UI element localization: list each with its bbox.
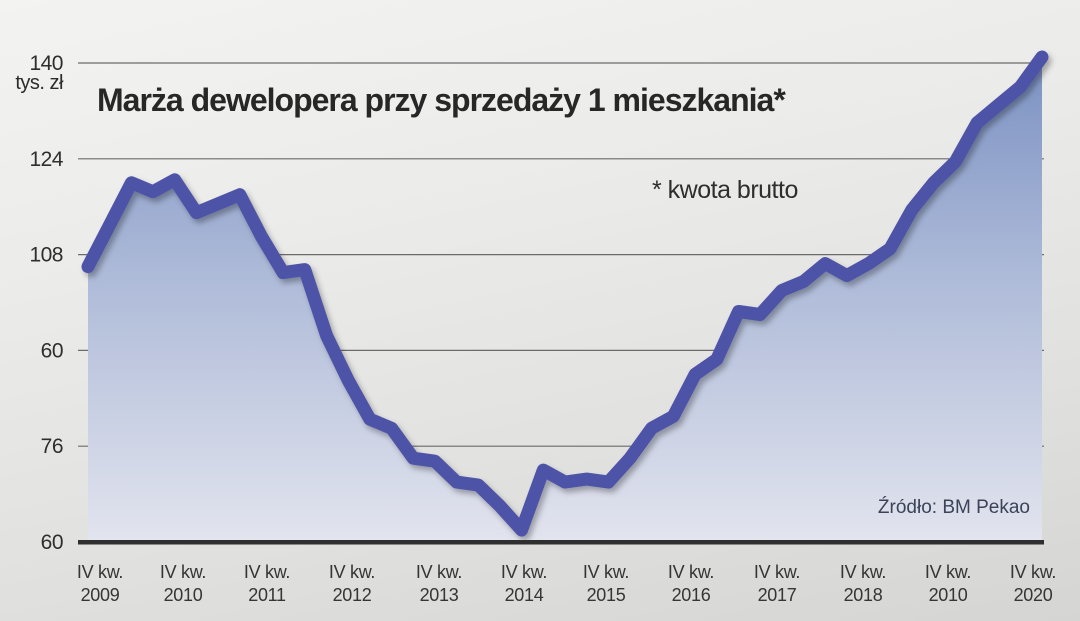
y-tick-label: 60	[41, 531, 63, 554]
x-tick-label: IV kw.	[1010, 562, 1056, 582]
x-tick-label: 2010	[929, 585, 968, 605]
x-tick-label: 2009	[81, 585, 120, 605]
x-tick-label: IV kw.	[329, 562, 375, 582]
x-tick-label: IV kw.	[416, 562, 462, 582]
x-axis-line	[78, 540, 1044, 545]
y-tick-label: 124	[29, 148, 63, 171]
x-tick-label: 2014	[505, 585, 544, 605]
y-tick-label: 60	[41, 339, 63, 362]
x-tick-label: IV kw.	[583, 562, 629, 582]
x-tick-label: 2013	[420, 585, 459, 605]
y-tick-label: 76	[41, 435, 63, 458]
x-tick-label: IV kw.	[668, 562, 714, 582]
chart-footnote: * kwota brutto	[652, 176, 798, 204]
x-tick-label: 2020	[1014, 585, 1053, 605]
y-axis-unit-label: tys. zł	[15, 72, 63, 94]
x-tick-label: 2010	[164, 585, 203, 605]
area-fill	[88, 57, 1042, 542]
y-tick-label: 140	[29, 52, 63, 75]
x-tick-label: IV kw.	[160, 562, 206, 582]
x-tick-label: 2016	[672, 585, 711, 605]
x-tick-label: IV kw.	[501, 562, 547, 582]
x-tick-label: 2018	[844, 585, 883, 605]
x-tick-label: IV kw.	[77, 562, 123, 582]
y-tick-label: 108	[29, 244, 63, 267]
x-tick-label: IV kw.	[925, 562, 971, 582]
chart-title: Marża dewelopera przy sprzedaży 1 mieszk…	[97, 82, 786, 118]
x-tick-label: 2012	[333, 585, 372, 605]
x-tick-label: IV kw.	[244, 562, 290, 582]
x-tick-label: 2011	[248, 585, 286, 605]
x-tick-label: IV kw.	[840, 562, 886, 582]
chart-source: Źródło: BM Pekao	[877, 497, 1030, 518]
data-line	[81, 50, 1049, 537]
x-tick-label: 2015	[587, 585, 626, 605]
x-tick-label: IV kw.	[754, 562, 800, 582]
x-tick-label: 2017	[758, 585, 797, 605]
